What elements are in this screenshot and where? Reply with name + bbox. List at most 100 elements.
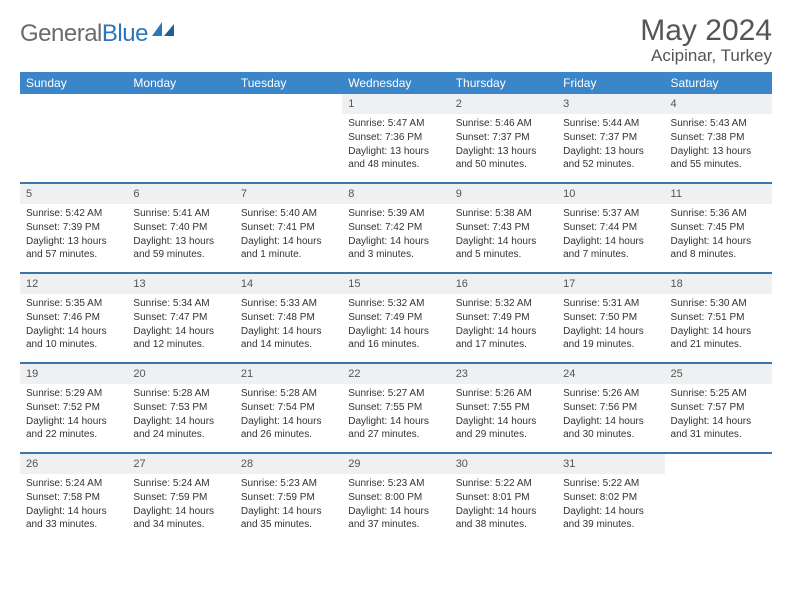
- sunset-line: Sunset: 7:56 PM: [563, 401, 658, 414]
- day-number: 8: [342, 184, 449, 204]
- sunrise-line: Sunrise: 5:34 AM: [133, 297, 228, 310]
- sunrise-line: Sunrise: 5:35 AM: [26, 297, 121, 310]
- calendar-cell: 5Sunrise: 5:42 AMSunset: 7:39 PMDaylight…: [20, 183, 127, 273]
- day-number: 17: [557, 274, 664, 294]
- day-number: 28: [235, 454, 342, 474]
- weekday-header: Wednesday: [342, 72, 449, 94]
- daylight-line: Daylight: 14 hours and 29 minutes.: [456, 415, 551, 441]
- day-details: Sunrise: 5:23 AMSunset: 7:59 PMDaylight:…: [235, 474, 342, 535]
- sail-icon: [152, 22, 174, 38]
- daylight-line: Daylight: 13 hours and 50 minutes.: [456, 145, 551, 171]
- day-number: 7: [235, 184, 342, 204]
- calendar-cell: 27Sunrise: 5:24 AMSunset: 7:59 PMDayligh…: [127, 453, 234, 542]
- calendar-cell: 19Sunrise: 5:29 AMSunset: 7:52 PMDayligh…: [20, 363, 127, 453]
- day-details: Sunrise: 5:30 AMSunset: 7:51 PMDaylight:…: [665, 294, 772, 355]
- calendar-cell: 7Sunrise: 5:40 AMSunset: 7:41 PMDaylight…: [235, 183, 342, 273]
- daylight-line: Daylight: 13 hours and 57 minutes.: [26, 235, 121, 261]
- daylight-line: Daylight: 14 hours and 39 minutes.: [563, 505, 658, 531]
- day-details: Sunrise: 5:42 AMSunset: 7:39 PMDaylight:…: [20, 204, 127, 265]
- day-number: 6: [127, 184, 234, 204]
- sunrise-line: Sunrise: 5:43 AM: [671, 117, 766, 130]
- sunrise-line: Sunrise: 5:33 AM: [241, 297, 336, 310]
- sunrise-line: Sunrise: 5:30 AM: [671, 297, 766, 310]
- day-number: 1: [342, 94, 449, 114]
- calendar-week-row: 5Sunrise: 5:42 AMSunset: 7:39 PMDaylight…: [20, 183, 772, 273]
- day-number: 9: [450, 184, 557, 204]
- calendar-cell: 20Sunrise: 5:28 AMSunset: 7:53 PMDayligh…: [127, 363, 234, 453]
- logo-text: GeneralBlue: [20, 20, 148, 48]
- day-number: 19: [20, 364, 127, 384]
- day-details: Sunrise: 5:27 AMSunset: 7:55 PMDaylight:…: [342, 384, 449, 445]
- calendar-cell: 16Sunrise: 5:32 AMSunset: 7:49 PMDayligh…: [450, 273, 557, 363]
- day-number: 30: [450, 454, 557, 474]
- weekday-header: Saturday: [665, 72, 772, 94]
- calendar-cell: 10Sunrise: 5:37 AMSunset: 7:44 PMDayligh…: [557, 183, 664, 273]
- sunrise-line: Sunrise: 5:23 AM: [241, 477, 336, 490]
- day-number: 3: [557, 94, 664, 114]
- day-details: Sunrise: 5:36 AMSunset: 7:45 PMDaylight:…: [665, 204, 772, 265]
- daylight-line: Daylight: 14 hours and 31 minutes.: [671, 415, 766, 441]
- daylight-line: Daylight: 14 hours and 19 minutes.: [563, 325, 658, 351]
- day-details: Sunrise: 5:37 AMSunset: 7:44 PMDaylight:…: [557, 204, 664, 265]
- sunrise-line: Sunrise: 5:42 AM: [26, 207, 121, 220]
- sunset-line: Sunset: 7:51 PM: [671, 311, 766, 324]
- sunset-line: Sunset: 7:40 PM: [133, 221, 228, 234]
- daylight-line: Daylight: 14 hours and 12 minutes.: [133, 325, 228, 351]
- calendar-cell: 29Sunrise: 5:23 AMSunset: 8:00 PMDayligh…: [342, 453, 449, 542]
- day-details: Sunrise: 5:25 AMSunset: 7:57 PMDaylight:…: [665, 384, 772, 445]
- sunset-line: Sunset: 7:37 PM: [563, 131, 658, 144]
- calendar-table: SundayMondayTuesdayWednesdayThursdayFrid…: [20, 72, 772, 542]
- calendar-cell: .: [235, 94, 342, 183]
- daylight-line: Daylight: 14 hours and 27 minutes.: [348, 415, 443, 441]
- daylight-line: Daylight: 14 hours and 5 minutes.: [456, 235, 551, 261]
- calendar-cell: 26Sunrise: 5:24 AMSunset: 7:58 PMDayligh…: [20, 453, 127, 542]
- daylight-line: Daylight: 14 hours and 26 minutes.: [241, 415, 336, 441]
- location-title: Acipinar, Turkey: [640, 46, 772, 66]
- day-number: 4: [665, 94, 772, 114]
- calendar-cell: 23Sunrise: 5:26 AMSunset: 7:55 PMDayligh…: [450, 363, 557, 453]
- weekday-row: SundayMondayTuesdayWednesdayThursdayFrid…: [20, 72, 772, 94]
- day-number: 26: [20, 454, 127, 474]
- daylight-line: Daylight: 14 hours and 21 minutes.: [671, 325, 766, 351]
- day-number: 18: [665, 274, 772, 294]
- day-number: 25: [665, 364, 772, 384]
- sunrise-line: Sunrise: 5:22 AM: [563, 477, 658, 490]
- calendar-cell: 1Sunrise: 5:47 AMSunset: 7:36 PMDaylight…: [342, 94, 449, 183]
- day-number: 22: [342, 364, 449, 384]
- daylight-line: Daylight: 14 hours and 30 minutes.: [563, 415, 658, 441]
- daylight-line: Daylight: 14 hours and 8 minutes.: [671, 235, 766, 261]
- daylight-line: Daylight: 14 hours and 34 minutes.: [133, 505, 228, 531]
- logo-word1: General: [20, 20, 102, 47]
- sunrise-line: Sunrise: 5:37 AM: [563, 207, 658, 220]
- weekday-header: Friday: [557, 72, 664, 94]
- calendar-week-row: 12Sunrise: 5:35 AMSunset: 7:46 PMDayligh…: [20, 273, 772, 363]
- day-details: Sunrise: 5:38 AMSunset: 7:43 PMDaylight:…: [450, 204, 557, 265]
- logo: GeneralBlue: [20, 14, 174, 48]
- sunset-line: Sunset: 7:57 PM: [671, 401, 766, 414]
- daylight-line: Daylight: 13 hours and 55 minutes.: [671, 145, 766, 171]
- day-details: Sunrise: 5:23 AMSunset: 8:00 PMDaylight:…: [342, 474, 449, 535]
- day-details: Sunrise: 5:40 AMSunset: 7:41 PMDaylight:…: [235, 204, 342, 265]
- title-block: May 2024 Acipinar, Turkey: [640, 14, 772, 66]
- daylight-line: Daylight: 14 hours and 24 minutes.: [133, 415, 228, 441]
- sunset-line: Sunset: 8:01 PM: [456, 491, 551, 504]
- calendar-cell: 24Sunrise: 5:26 AMSunset: 7:56 PMDayligh…: [557, 363, 664, 453]
- sunrise-line: Sunrise: 5:41 AM: [133, 207, 228, 220]
- daylight-line: Daylight: 14 hours and 35 minutes.: [241, 505, 336, 531]
- day-number: 2: [450, 94, 557, 114]
- day-details: Sunrise: 5:35 AMSunset: 7:46 PMDaylight:…: [20, 294, 127, 355]
- day-details: Sunrise: 5:22 AMSunset: 8:02 PMDaylight:…: [557, 474, 664, 535]
- calendar-cell: 3Sunrise: 5:44 AMSunset: 7:37 PMDaylight…: [557, 94, 664, 183]
- sunrise-line: Sunrise: 5:31 AM: [563, 297, 658, 310]
- day-details: Sunrise: 5:28 AMSunset: 7:54 PMDaylight:…: [235, 384, 342, 445]
- sunrise-line: Sunrise: 5:46 AM: [456, 117, 551, 130]
- sunset-line: Sunset: 7:55 PM: [456, 401, 551, 414]
- calendar-cell: 30Sunrise: 5:22 AMSunset: 8:01 PMDayligh…: [450, 453, 557, 542]
- sunset-line: Sunset: 7:49 PM: [348, 311, 443, 324]
- sunrise-line: Sunrise: 5:39 AM: [348, 207, 443, 220]
- month-title: May 2024: [640, 14, 772, 48]
- sunrise-line: Sunrise: 5:26 AM: [456, 387, 551, 400]
- calendar-cell: 31Sunrise: 5:22 AMSunset: 8:02 PMDayligh…: [557, 453, 664, 542]
- sunrise-line: Sunrise: 5:26 AM: [563, 387, 658, 400]
- calendar-page: GeneralBlue May 2024 Acipinar, Turkey Su…: [0, 0, 792, 542]
